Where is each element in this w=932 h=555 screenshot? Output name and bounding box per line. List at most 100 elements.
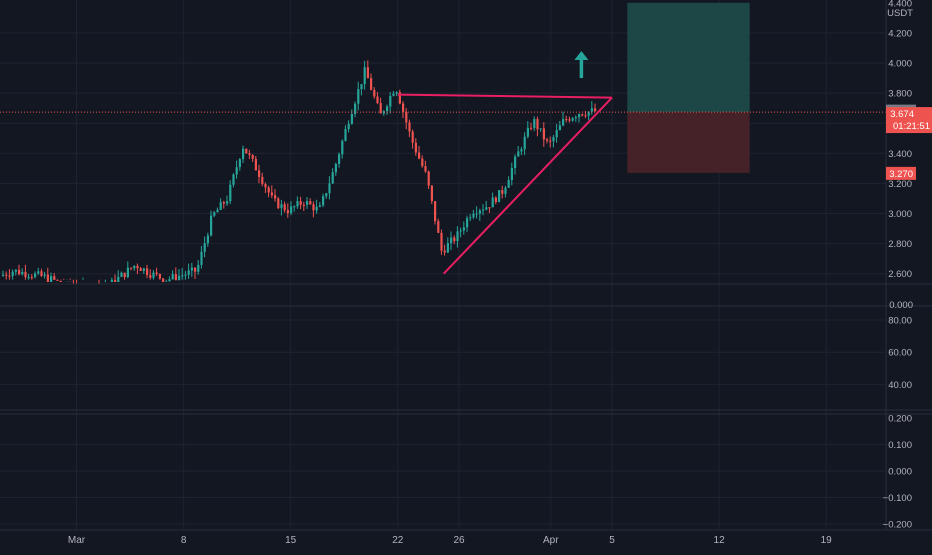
candle-body (568, 119, 570, 120)
candle-body (581, 114, 583, 115)
stop-zone (627, 112, 749, 173)
candle-body (8, 276, 10, 277)
candle-body (357, 89, 359, 104)
candle-body (447, 243, 449, 252)
rsi-tick-label: 60.00 (888, 348, 912, 359)
candle-body (229, 185, 231, 201)
candle-body (501, 190, 503, 194)
candle-body (508, 180, 510, 188)
candle-body (239, 159, 241, 167)
candle-body (530, 128, 532, 129)
candle-body (223, 202, 225, 203)
candle-body (524, 137, 526, 150)
candle-body (488, 207, 490, 208)
candle-body (559, 125, 561, 130)
candle-body (517, 151, 519, 156)
candle-body (469, 217, 471, 218)
candle-body (466, 218, 468, 227)
candle (162, 278, 164, 282)
candle-body (520, 149, 522, 151)
x-tick-label: 5 (609, 535, 615, 546)
candle-body (341, 141, 343, 154)
candle-body (322, 196, 324, 205)
candle-body (114, 280, 116, 282)
candle-body (504, 188, 506, 194)
candle-body (280, 204, 282, 208)
countdown-label: 01:21:51 (893, 121, 930, 132)
candle-body (204, 243, 206, 252)
y-tick-label: 3.200 (888, 179, 912, 190)
candle-body (434, 201, 436, 221)
candle-body (111, 280, 113, 282)
x-tick-label: 8 (181, 535, 187, 546)
candle-body (431, 186, 433, 201)
x-tick-label: 12 (714, 535, 726, 546)
candle-body (24, 272, 26, 277)
candle-body (479, 210, 481, 213)
candle-body (575, 117, 577, 118)
candle-body (540, 128, 542, 129)
x-tick-label: Apr (543, 535, 559, 546)
candle-body (552, 137, 554, 141)
candle-body (415, 143, 417, 153)
candle-body (268, 188, 270, 193)
x-tick-label: 19 (821, 535, 833, 546)
candle-body (143, 268, 145, 271)
currency-label: USDT (887, 8, 913, 19)
candle-body (207, 235, 209, 243)
candle-body (325, 193, 327, 196)
candle-body (264, 184, 266, 187)
candle-body (360, 84, 362, 89)
candle-body (156, 273, 158, 274)
candle-body (376, 96, 378, 103)
candle-body (232, 174, 234, 184)
y-tick-label: 4.200 (888, 28, 912, 39)
candle (434, 201, 436, 224)
candle-body (178, 276, 180, 280)
macd-tick-label: 0.200 (888, 414, 912, 425)
candle-body (296, 201, 298, 206)
candle-body (15, 270, 17, 272)
candle-body (440, 233, 442, 251)
candle-body (514, 157, 516, 168)
candle-body (184, 275, 186, 276)
candle-body (319, 205, 321, 206)
rsi-tick-label: 80.00 (888, 316, 912, 327)
candle-body (405, 112, 407, 123)
candle-body (50, 276, 52, 282)
candle-body (511, 168, 513, 180)
x-tick-label: 15 (285, 535, 297, 546)
candle-body (37, 271, 39, 273)
volume-axis-label: 0.000 (889, 300, 913, 311)
candle-body (236, 167, 238, 174)
candle-body (396, 92, 398, 93)
candle-body (120, 273, 122, 277)
candle-body (261, 177, 263, 184)
candle-body (584, 115, 586, 116)
candle-body (287, 210, 289, 213)
macd-tick-label: −0.100 (883, 493, 912, 504)
candle-body (572, 118, 574, 120)
candle-body (60, 281, 62, 282)
candle-body (44, 275, 46, 276)
candle-body (562, 119, 564, 125)
candle-body (450, 238, 452, 244)
candle-body (386, 106, 388, 111)
candle-body (255, 159, 257, 170)
candle-body (181, 275, 183, 276)
x-tick-label: 26 (453, 535, 465, 546)
candle-body (492, 198, 494, 208)
candle-body (12, 272, 14, 276)
candle-body (210, 216, 212, 236)
candle-body (338, 154, 340, 164)
candle-body (421, 159, 423, 167)
candle-body (453, 238, 455, 242)
candle-body (424, 166, 426, 171)
candle-body (312, 204, 314, 210)
candle-body (527, 128, 529, 137)
candle-body (28, 277, 30, 278)
candle-body (194, 268, 196, 272)
